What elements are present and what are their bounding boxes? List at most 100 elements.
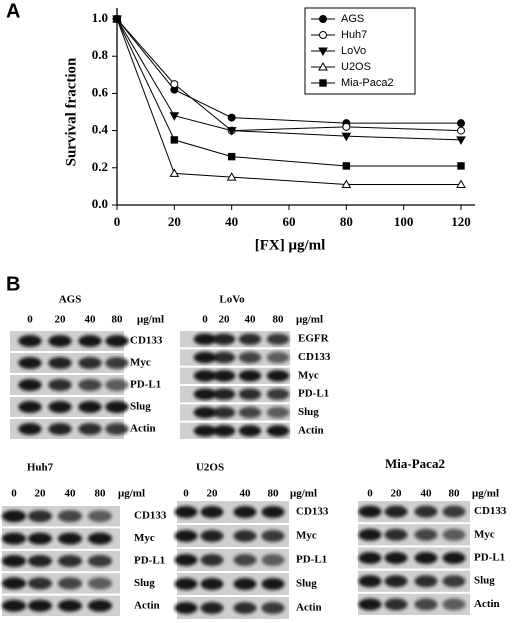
blot-band <box>442 552 466 564</box>
row-label: Actin <box>474 598 500 610</box>
blot-band <box>87 555 113 567</box>
blot-band <box>233 554 257 566</box>
blot-band <box>27 577 53 590</box>
blot-band <box>414 505 438 518</box>
legend-label: Mia-Paca2 <box>341 77 394 89</box>
blot-band <box>174 602 198 614</box>
blot-band <box>358 575 382 588</box>
blot-band <box>261 554 285 566</box>
blot-band <box>1 532 27 545</box>
blot-band <box>57 599 83 612</box>
data-point <box>456 179 466 189</box>
y-tick-label: 0.2 <box>92 159 108 174</box>
blot-band <box>27 532 53 545</box>
blot-band <box>238 333 262 345</box>
legend-label: LoVo <box>341 45 366 57</box>
row-label: Actin <box>130 423 156 435</box>
blot-band <box>174 530 198 542</box>
lane-label: 0 <box>202 314 208 326</box>
blot-band <box>78 401 102 413</box>
lane-label: 80 <box>95 488 107 500</box>
row-label: Slug <box>298 406 319 418</box>
blot-band <box>261 506 285 518</box>
blot-band <box>238 425 262 437</box>
data-point <box>169 112 180 121</box>
data-point <box>457 126 465 135</box>
x-axis-label: [FX] μg/ml <box>255 237 326 253</box>
blot-band <box>27 510 53 523</box>
blot-background <box>358 547 470 569</box>
legend-label: Huh7 <box>341 29 367 41</box>
row-label: PD-L1 <box>130 379 161 391</box>
legend-marker <box>319 15 327 23</box>
lane-label: 20 <box>219 314 231 326</box>
blot-title: AGS <box>59 294 82 306</box>
blot-band <box>18 357 42 369</box>
blot-band <box>48 379 72 391</box>
blot-band <box>18 401 42 413</box>
lane-label: 80 <box>449 488 461 500</box>
y-tick-label: 0.0 <box>92 196 108 211</box>
blot-band <box>212 333 236 345</box>
blot-band <box>1 577 27 590</box>
lane-label: 20 <box>207 488 219 500</box>
lane-label: 20 <box>391 488 403 500</box>
x-tick-label: 120 <box>451 214 471 229</box>
blot-band <box>193 351 217 364</box>
blot-title: Mia-Paca2 <box>385 456 445 471</box>
data-point <box>341 179 352 189</box>
row-label: Myc <box>298 369 319 381</box>
blot-band <box>442 575 466 588</box>
blot-band <box>193 425 217 437</box>
lane-label: 40 <box>240 488 252 500</box>
blot-band <box>18 335 42 347</box>
blot-band <box>105 379 129 391</box>
blot-band <box>358 552 382 564</box>
row-label: Slug <box>474 575 495 587</box>
blot-band <box>1 510 27 523</box>
blot-band <box>266 425 290 437</box>
blot-background <box>177 549 289 571</box>
blot-title: U2OS <box>196 462 224 474</box>
blot-band <box>174 506 198 518</box>
blot-band <box>261 602 285 614</box>
panel-label: A <box>6 0 20 22</box>
row-label: Myc <box>296 530 317 542</box>
blot-band <box>212 370 236 382</box>
blot-band <box>174 554 198 566</box>
blot-band <box>27 599 53 612</box>
blot-background <box>358 570 470 592</box>
lane-label: 80 <box>273 314 285 326</box>
legend-marker <box>319 79 327 87</box>
blot-background <box>358 524 470 546</box>
unit-label: μg/ml <box>137 314 164 326</box>
panel-label: B <box>6 273 20 295</box>
data-point <box>227 152 236 161</box>
row-label: CD133 <box>296 506 329 518</box>
data-point <box>227 113 236 122</box>
blot-band <box>105 401 129 413</box>
blot-band <box>200 554 224 566</box>
row-label: CD133 <box>134 510 167 522</box>
blot-band <box>212 425 236 437</box>
blot-band <box>193 406 217 419</box>
blot-band <box>193 370 217 382</box>
x-tick-label: 0 <box>114 214 121 229</box>
data-point <box>113 15 121 23</box>
blot-band <box>358 528 382 541</box>
data-point <box>342 122 351 131</box>
row-label: PD-L1 <box>296 554 327 566</box>
blot-band <box>200 602 224 614</box>
unit-label: μg/ml <box>118 488 145 500</box>
data-point <box>226 172 237 181</box>
x-tick-label: 20 <box>168 214 181 229</box>
blot-band <box>442 528 466 541</box>
blot-band <box>266 406 290 419</box>
blot-band <box>57 510 83 523</box>
blot-band <box>193 388 217 400</box>
blot-band <box>48 357 72 369</box>
lane-label: 40 <box>245 314 257 326</box>
blot-band <box>442 505 466 518</box>
data-point <box>170 80 179 89</box>
blot-band <box>233 506 257 518</box>
